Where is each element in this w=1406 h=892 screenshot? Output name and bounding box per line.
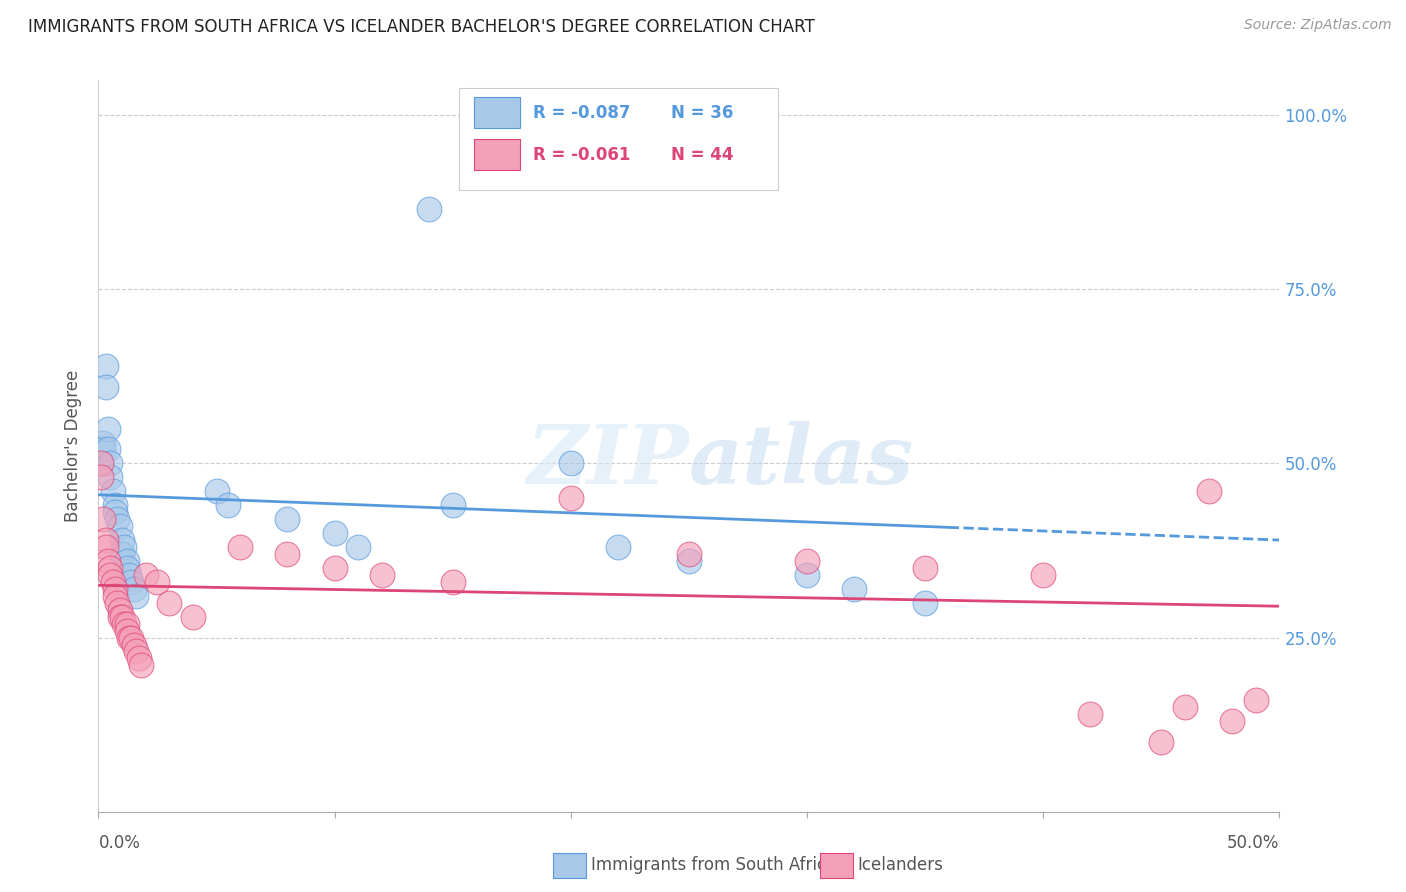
- Point: [118, 567, 141, 582]
- Point: [347, 540, 370, 554]
- Point: [115, 561, 138, 575]
- FancyBboxPatch shape: [458, 87, 778, 190]
- Point: [560, 491, 582, 506]
- Text: N = 44: N = 44: [671, 146, 734, 164]
- Text: Source: ZipAtlas.com: Source: ZipAtlas.com: [1244, 18, 1392, 32]
- Point: [90, 457, 112, 471]
- Text: R = -0.061: R = -0.061: [533, 146, 630, 164]
- Point: [115, 554, 138, 568]
- Point: [1150, 735, 1173, 749]
- Point: [181, 609, 204, 624]
- Point: [90, 470, 112, 484]
- Text: 0.0%: 0.0%: [98, 834, 141, 852]
- Text: Immigrants from South Africa: Immigrants from South Africa: [591, 856, 835, 874]
- Point: [129, 658, 152, 673]
- Point: [125, 589, 148, 603]
- Point: [121, 574, 143, 589]
- Point: [678, 554, 700, 568]
- Point: [122, 638, 145, 652]
- Point: [205, 484, 228, 499]
- Point: [94, 359, 117, 373]
- Text: atlas: atlas: [689, 421, 914, 500]
- Point: [122, 582, 145, 596]
- Point: [91, 512, 114, 526]
- Point: [276, 512, 298, 526]
- Point: [90, 457, 112, 471]
- Text: 50.0%: 50.0%: [1227, 834, 1279, 852]
- Point: [217, 498, 239, 512]
- Point: [229, 540, 252, 554]
- Point: [418, 202, 440, 216]
- Point: [108, 519, 131, 533]
- Point: [112, 616, 135, 631]
- Point: [111, 533, 134, 547]
- Point: [1220, 714, 1243, 728]
- Point: [914, 596, 936, 610]
- Point: [104, 505, 127, 519]
- Point: [108, 609, 131, 624]
- Point: [97, 442, 120, 457]
- Point: [118, 631, 141, 645]
- Point: [1244, 693, 1267, 707]
- Point: [844, 582, 866, 596]
- Point: [111, 609, 134, 624]
- Point: [796, 567, 818, 582]
- Point: [94, 533, 117, 547]
- Text: ZIP: ZIP: [526, 421, 689, 500]
- Y-axis label: Bachelor's Degree: Bachelor's Degree: [65, 370, 83, 522]
- Point: [94, 540, 117, 554]
- Point: [1174, 700, 1197, 714]
- Point: [441, 574, 464, 589]
- Point: [1080, 707, 1102, 722]
- Point: [91, 442, 114, 457]
- Point: [91, 435, 114, 450]
- Point: [1198, 484, 1220, 499]
- Point: [128, 651, 150, 665]
- Point: [560, 457, 582, 471]
- Point: [112, 540, 135, 554]
- Point: [276, 547, 298, 561]
- FancyBboxPatch shape: [474, 97, 520, 128]
- Point: [97, 554, 120, 568]
- Text: IMMIGRANTS FROM SOUTH AFRICA VS ICELANDER BACHELOR'S DEGREE CORRELATION CHART: IMMIGRANTS FROM SOUTH AFRICA VS ICELANDE…: [28, 18, 815, 36]
- Point: [146, 574, 169, 589]
- Text: R = -0.087: R = -0.087: [533, 104, 630, 122]
- Point: [115, 616, 138, 631]
- Point: [101, 574, 124, 589]
- Point: [914, 561, 936, 575]
- Text: N = 36: N = 36: [671, 104, 734, 122]
- Text: Icelanders: Icelanders: [858, 856, 943, 874]
- Point: [97, 421, 120, 435]
- Point: [323, 526, 346, 541]
- Point: [125, 644, 148, 658]
- Point: [98, 561, 121, 575]
- Point: [104, 498, 127, 512]
- Point: [323, 561, 346, 575]
- Point: [371, 567, 394, 582]
- Point: [98, 567, 121, 582]
- Point: [104, 582, 127, 596]
- Point: [104, 589, 127, 603]
- Point: [135, 567, 157, 582]
- Point: [105, 512, 128, 526]
- Point: [111, 547, 134, 561]
- Point: [105, 596, 128, 610]
- Point: [101, 484, 124, 499]
- Point: [678, 547, 700, 561]
- Point: [121, 631, 143, 645]
- FancyBboxPatch shape: [474, 139, 520, 169]
- Point: [94, 380, 117, 394]
- Point: [607, 540, 630, 554]
- Point: [115, 624, 138, 638]
- Point: [98, 470, 121, 484]
- Point: [108, 603, 131, 617]
- Point: [1032, 567, 1054, 582]
- Point: [441, 498, 464, 512]
- Point: [157, 596, 180, 610]
- Point: [796, 554, 818, 568]
- Point: [98, 457, 121, 471]
